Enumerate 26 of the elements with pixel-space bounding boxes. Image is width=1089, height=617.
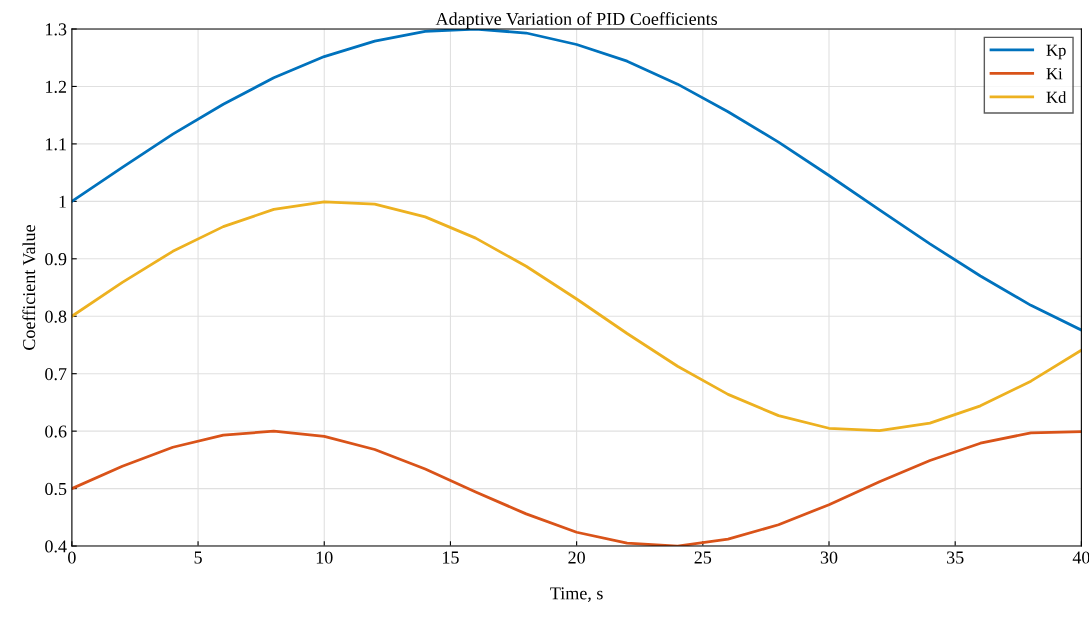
x-tick-label: 35 bbox=[947, 551, 964, 564]
x-tick-label: 40 bbox=[1072, 551, 1089, 564]
y-tick-label: 0.5 bbox=[45, 482, 67, 496]
x-tick-label: 20 bbox=[568, 551, 585, 564]
x-tick-label: 25 bbox=[694, 551, 712, 564]
y-tick-label: 0.4 bbox=[45, 540, 67, 553]
y-tick-label: 0.8 bbox=[45, 310, 67, 323]
y-tick-label: 0.7 bbox=[45, 367, 67, 381]
legend-label: Ki bbox=[1046, 68, 1063, 80]
chart-title: Adaptive Variation of PID Coefficients bbox=[435, 12, 718, 29]
legend-label: Kd bbox=[1046, 91, 1067, 103]
y-tick-label: 0.6 bbox=[45, 425, 67, 438]
y-tick-label: 1.1 bbox=[46, 138, 66, 151]
x-tick-label: 15 bbox=[443, 551, 459, 564]
y-tick-label: 1 bbox=[59, 195, 66, 208]
legend-label: Kp bbox=[1046, 44, 1066, 60]
x-tick-label: 5 bbox=[194, 551, 202, 564]
x-tick-label: 10 bbox=[316, 551, 333, 564]
y-tick-label: 1.2 bbox=[46, 80, 67, 93]
line-series bbox=[71, 200, 1082, 432]
x-tick-label: 30 bbox=[820, 551, 838, 564]
x-axis-title: Time, s bbox=[550, 587, 603, 603]
y-axis-title: Coefficient Value bbox=[22, 225, 36, 350]
y-tick-label: 1.3 bbox=[46, 23, 67, 36]
x-tick-label: 0 bbox=[68, 551, 76, 564]
y-tick-label: 0.9 bbox=[45, 253, 67, 266]
